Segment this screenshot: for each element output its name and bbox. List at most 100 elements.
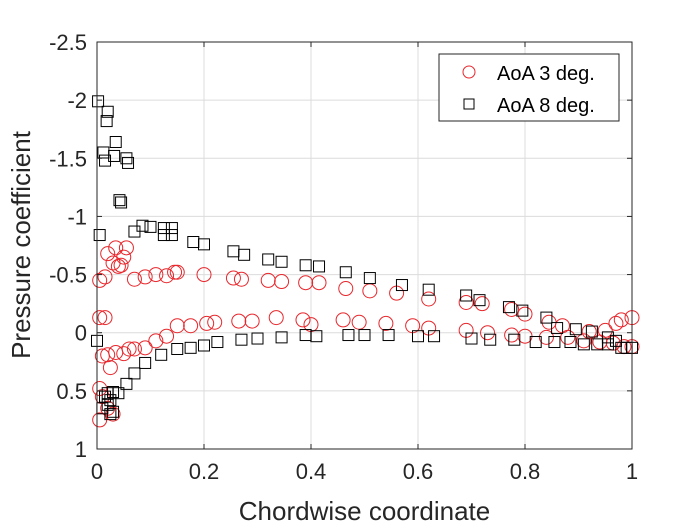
data-point-square [313,260,326,273]
data-point-square [551,322,564,335]
data-point-square [128,367,141,380]
data-point-square [363,272,376,285]
data-point-circle [116,249,132,265]
data-point-square [502,301,515,314]
data-point-square [548,336,561,349]
data-point-square [104,408,117,421]
data-point-circle [608,315,624,331]
data-point-square [122,156,135,169]
data-point-square [227,245,240,258]
data-point-square [108,149,121,162]
data-point-circle [97,310,113,326]
data-point-square [262,253,275,266]
ticks: 0 0.2 0.4 0.6 0.8 1 -2.5 -2 -1.5 -1 -0.5 0 0.5 1 [49,30,638,484]
legend-marker-circle [462,65,476,79]
y-tick-label: 0.5 [56,379,87,404]
data-point-square [484,333,497,346]
data-point-circle [351,314,367,330]
x-tick-label: 1 [626,459,638,484]
legend-label-aoa3: AoA 3 deg. [497,63,595,85]
data-point-square [529,336,542,349]
data-point-square [339,266,352,279]
data-point-square [120,152,133,165]
x-tick-label: 0.6 [403,459,434,484]
data-point-circle [592,334,608,350]
legend-box [438,53,620,122]
data-point-square [139,356,152,369]
data-point-square [157,229,170,242]
data-point-square [342,329,355,342]
data-point-square [198,339,210,352]
x-axis-label: Chordwise coordinate [239,496,490,526]
data-point-circle [298,275,314,291]
data-point-square [211,336,224,349]
data-point-circle [196,267,212,283]
x-tick-label: 0.4 [296,459,327,484]
data-point-circle [199,315,215,331]
data-point-square [120,377,133,390]
data-point-circle [97,269,113,285]
data-point-circle [378,315,394,331]
data-point-circle [362,283,378,299]
data-point-square [235,333,248,346]
data-point-square [107,405,120,418]
data-point-circle [311,275,327,291]
data-point-square [473,294,486,307]
series-1 [92,240,640,428]
legend-marker-square [463,98,475,110]
y-axis-label: Pressure coefficient [6,130,36,359]
data-point-circle [233,271,249,287]
data-point-square [428,330,441,343]
data-point-square [104,394,117,407]
data-point-square [395,279,408,292]
x-tick-label: 0 [91,459,103,484]
data-point-circle [148,267,164,283]
data-point-circle [338,281,354,297]
data-point-square [113,194,126,207]
data-point-square [508,333,521,346]
data-point-circle [137,340,153,356]
data-point-circle [538,329,554,345]
data-point-circle [137,269,153,285]
data-point-square [540,311,553,324]
legend: AoA 3 deg. AoA 8 deg. [438,53,620,122]
data-point-square [251,332,264,345]
data-point-square [92,95,105,108]
data-point-square [109,136,122,149]
data-point-square [198,238,210,251]
y-tick-label: 0 [75,321,87,346]
grid [97,42,632,449]
data-point-square [144,220,157,233]
data-point-circle [116,346,132,362]
data-point-square [157,222,170,235]
data-point-square [577,338,590,351]
data-point-circle [118,240,134,256]
data-point-circle [108,240,124,256]
data-point-circle [295,312,311,328]
data-point-circle [504,327,520,343]
data-point-circle [207,314,223,330]
data-point-square [112,387,125,400]
y-tick-label: -2.5 [49,30,87,55]
data-point-circle [260,272,276,288]
data-point-circle [159,328,175,344]
data-point-square [310,330,323,343]
data-point-square [585,325,598,338]
data-point-circle [268,310,284,326]
data-point-square [184,341,197,354]
series-2 [91,95,638,421]
data-point-circle [560,329,576,345]
y-tick-label: -1.5 [49,146,87,171]
data-point-square [155,348,168,361]
data-point-circle [126,341,142,357]
data-point-square [564,336,577,349]
data-point-square [136,219,149,232]
data-point-circle [576,333,592,349]
data-point-circle [113,257,129,273]
data-point-square [299,259,312,272]
data-point-circle [167,264,183,280]
data-point-square [412,330,424,343]
data-point-circle [613,312,629,328]
data-point-circle [121,341,137,357]
